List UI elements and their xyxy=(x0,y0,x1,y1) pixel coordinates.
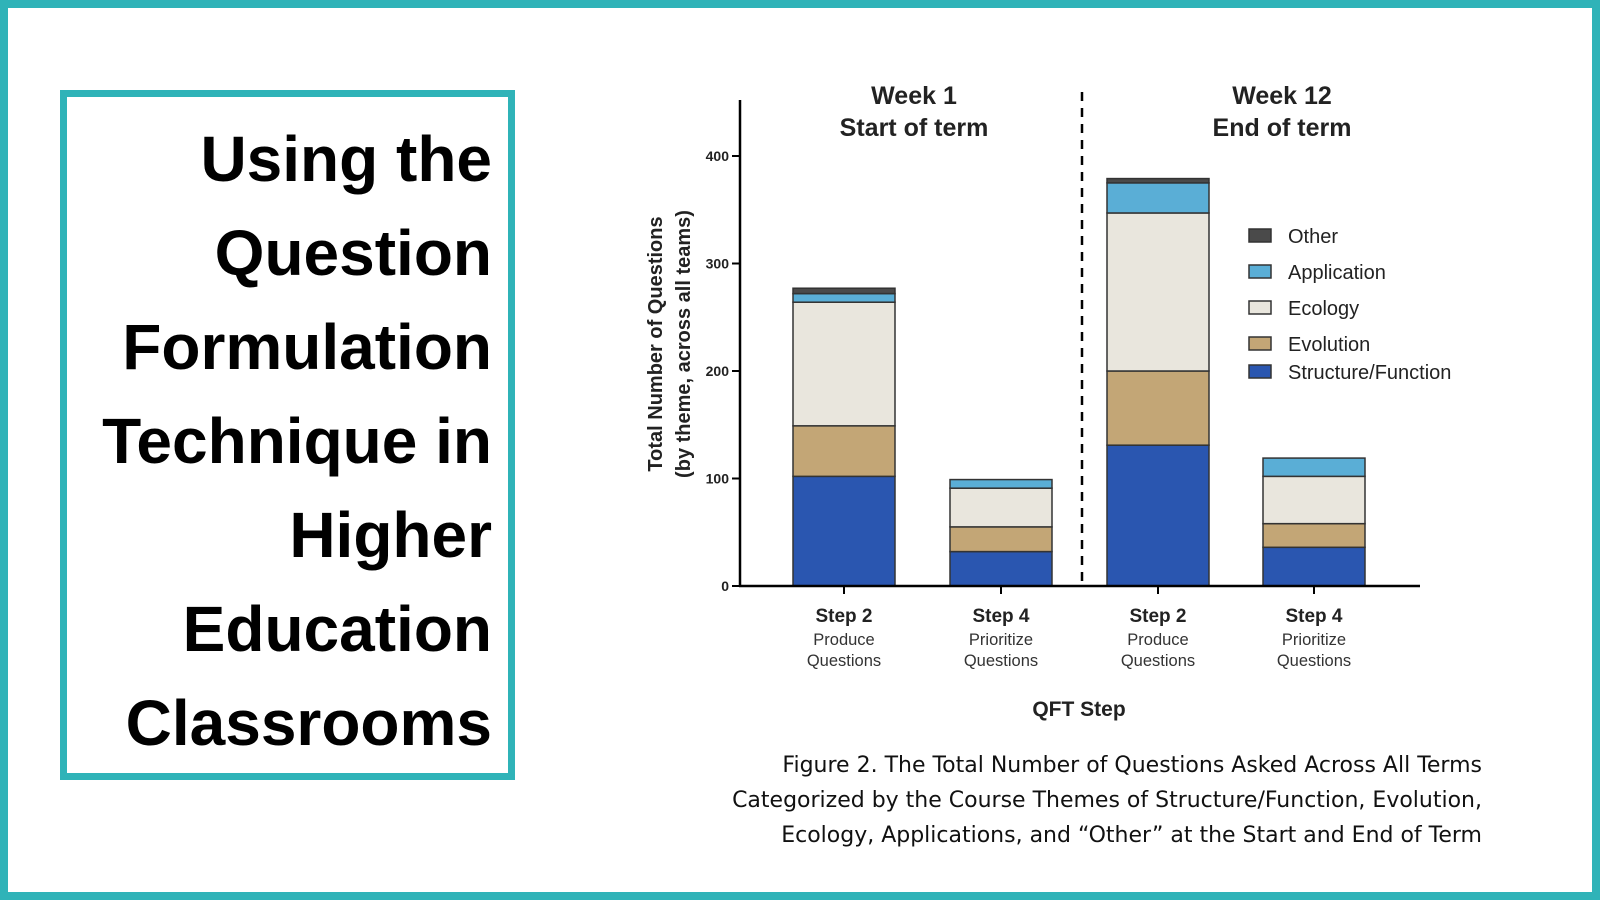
legend-label: Other xyxy=(1288,226,1338,248)
x-tick-label: Step 2 xyxy=(1129,606,1186,627)
bar-segment xyxy=(949,487,1053,528)
bar-segment xyxy=(1106,444,1210,587)
x-tick-label: Produce xyxy=(813,631,874,649)
bar-segment xyxy=(1262,546,1366,587)
caption-line: Figure 2. The Total Number of Questions … xyxy=(782,753,1482,778)
figure-caption: Figure 2. The Total Number of Questions … xyxy=(582,748,1482,853)
bar-segment xyxy=(792,425,896,478)
y-tick-label: 400 xyxy=(706,148,730,164)
group-label: Week 12 xyxy=(1232,82,1332,110)
y-tick-label: 200 xyxy=(706,363,730,379)
group-label: End of term xyxy=(1213,114,1352,142)
title-line: Question xyxy=(214,217,492,289)
bar-segment xyxy=(792,475,896,587)
x-tick-label: Step 2 xyxy=(815,606,872,627)
legend-label: Evolution xyxy=(1288,334,1370,356)
caption-line: Categorized by the Course Themes of Stru… xyxy=(732,788,1482,813)
legend-swatch xyxy=(1248,228,1272,243)
legend-swatch xyxy=(1248,364,1272,379)
x-tick-label: Prioritize xyxy=(1282,631,1346,649)
bar-segment xyxy=(1262,522,1366,549)
bar-segment xyxy=(1106,212,1210,372)
bar-segment xyxy=(792,292,896,303)
y-tick-label: 300 xyxy=(706,256,730,272)
bar-segment xyxy=(949,526,1053,553)
x-tick-label: Step 4 xyxy=(1285,606,1342,627)
bar-segment xyxy=(1106,182,1210,214)
group-label: Week 1 xyxy=(871,82,957,110)
y-axis-title: (by theme, across all teams) xyxy=(673,210,695,478)
x-tick-label: Questions xyxy=(1121,652,1195,670)
x-tick-label: Prioritize xyxy=(969,631,1033,649)
legend-label: Structure/Function xyxy=(1288,362,1451,384)
y-axis-title: Total Number of Questions xyxy=(645,216,667,471)
stacked-bar-chart: 0 100 200 300 400 Step 2 Produce Questions Step … xyxy=(645,82,1451,721)
x-tick-label: Questions xyxy=(1277,652,1351,670)
group-label: Start of term xyxy=(840,114,989,142)
x-tick-label: Questions xyxy=(964,652,1038,670)
legend-label: Ecology xyxy=(1288,298,1359,320)
x-tick-label: Produce xyxy=(1127,631,1188,649)
title-line: Formulation xyxy=(122,311,492,383)
title-line: Education xyxy=(182,593,492,665)
x-tick-label: Questions xyxy=(807,652,881,670)
title-line: Technique in xyxy=(102,405,492,477)
bar-segment xyxy=(792,287,896,295)
x-tick-label: Step 4 xyxy=(972,606,1029,627)
bar-segment xyxy=(1106,177,1210,184)
bar-segment xyxy=(949,478,1053,489)
bar-segment xyxy=(792,301,896,427)
legend-swatch xyxy=(1248,300,1272,315)
bar-segment xyxy=(1262,457,1366,478)
bar-segment xyxy=(1106,370,1210,446)
caption-line: Ecology, Applications, and “Other” at th… xyxy=(781,823,1482,848)
title-line: Classrooms xyxy=(125,687,492,759)
title-line: Higher xyxy=(289,499,492,571)
x-axis-title: QFT Step xyxy=(1032,698,1125,721)
bar-segment xyxy=(949,550,1053,587)
legend-swatch xyxy=(1248,336,1272,351)
title-line: Using the xyxy=(200,123,492,195)
title-box: Using the Question Formulation Technique… xyxy=(60,90,515,780)
bar-segment xyxy=(1262,475,1366,525)
legend-swatch xyxy=(1248,264,1272,279)
legend-label: Application xyxy=(1288,262,1386,284)
y-tick-label: 0 xyxy=(721,578,729,594)
y-tick-label: 100 xyxy=(706,471,730,487)
